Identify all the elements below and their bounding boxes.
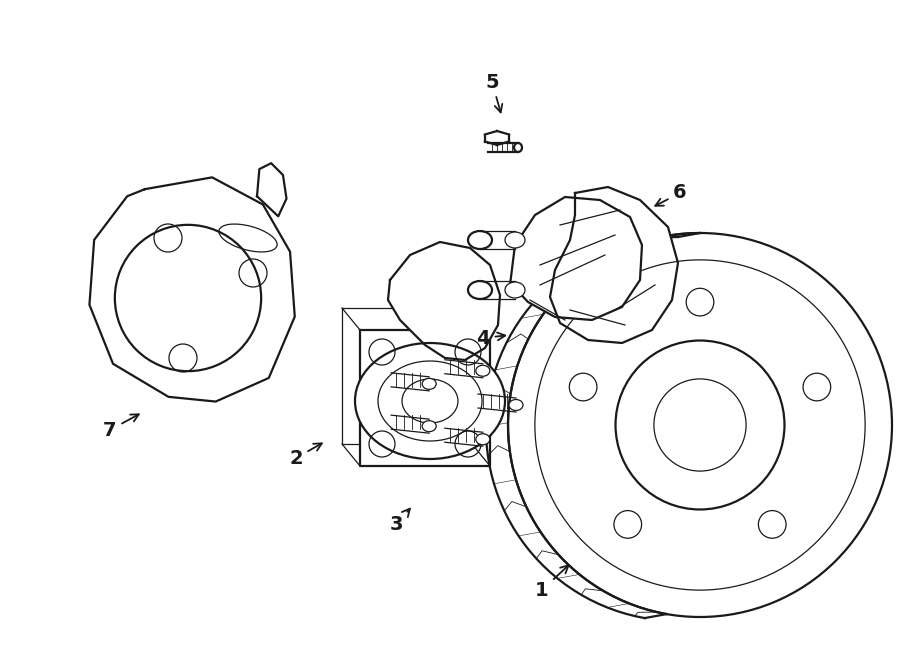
Ellipse shape: [509, 399, 523, 410]
Polygon shape: [360, 330, 490, 466]
Polygon shape: [510, 197, 642, 320]
Polygon shape: [89, 177, 295, 402]
Polygon shape: [550, 187, 678, 343]
Polygon shape: [342, 308, 472, 444]
Polygon shape: [388, 242, 500, 360]
Ellipse shape: [422, 378, 436, 389]
Ellipse shape: [476, 366, 490, 376]
Ellipse shape: [355, 343, 505, 459]
Ellipse shape: [468, 231, 492, 249]
Text: 1: 1: [536, 565, 569, 600]
Circle shape: [508, 233, 892, 617]
Ellipse shape: [505, 282, 525, 298]
Polygon shape: [257, 163, 286, 216]
Ellipse shape: [468, 281, 492, 299]
Text: 4: 4: [476, 329, 505, 348]
Text: 7: 7: [104, 414, 139, 440]
Text: 5: 5: [485, 73, 502, 112]
Ellipse shape: [476, 434, 490, 445]
Text: 3: 3: [389, 509, 410, 535]
Ellipse shape: [514, 143, 522, 152]
Text: 2: 2: [289, 444, 322, 467]
Text: 6: 6: [655, 184, 687, 206]
Ellipse shape: [422, 420, 436, 432]
Ellipse shape: [505, 232, 525, 248]
